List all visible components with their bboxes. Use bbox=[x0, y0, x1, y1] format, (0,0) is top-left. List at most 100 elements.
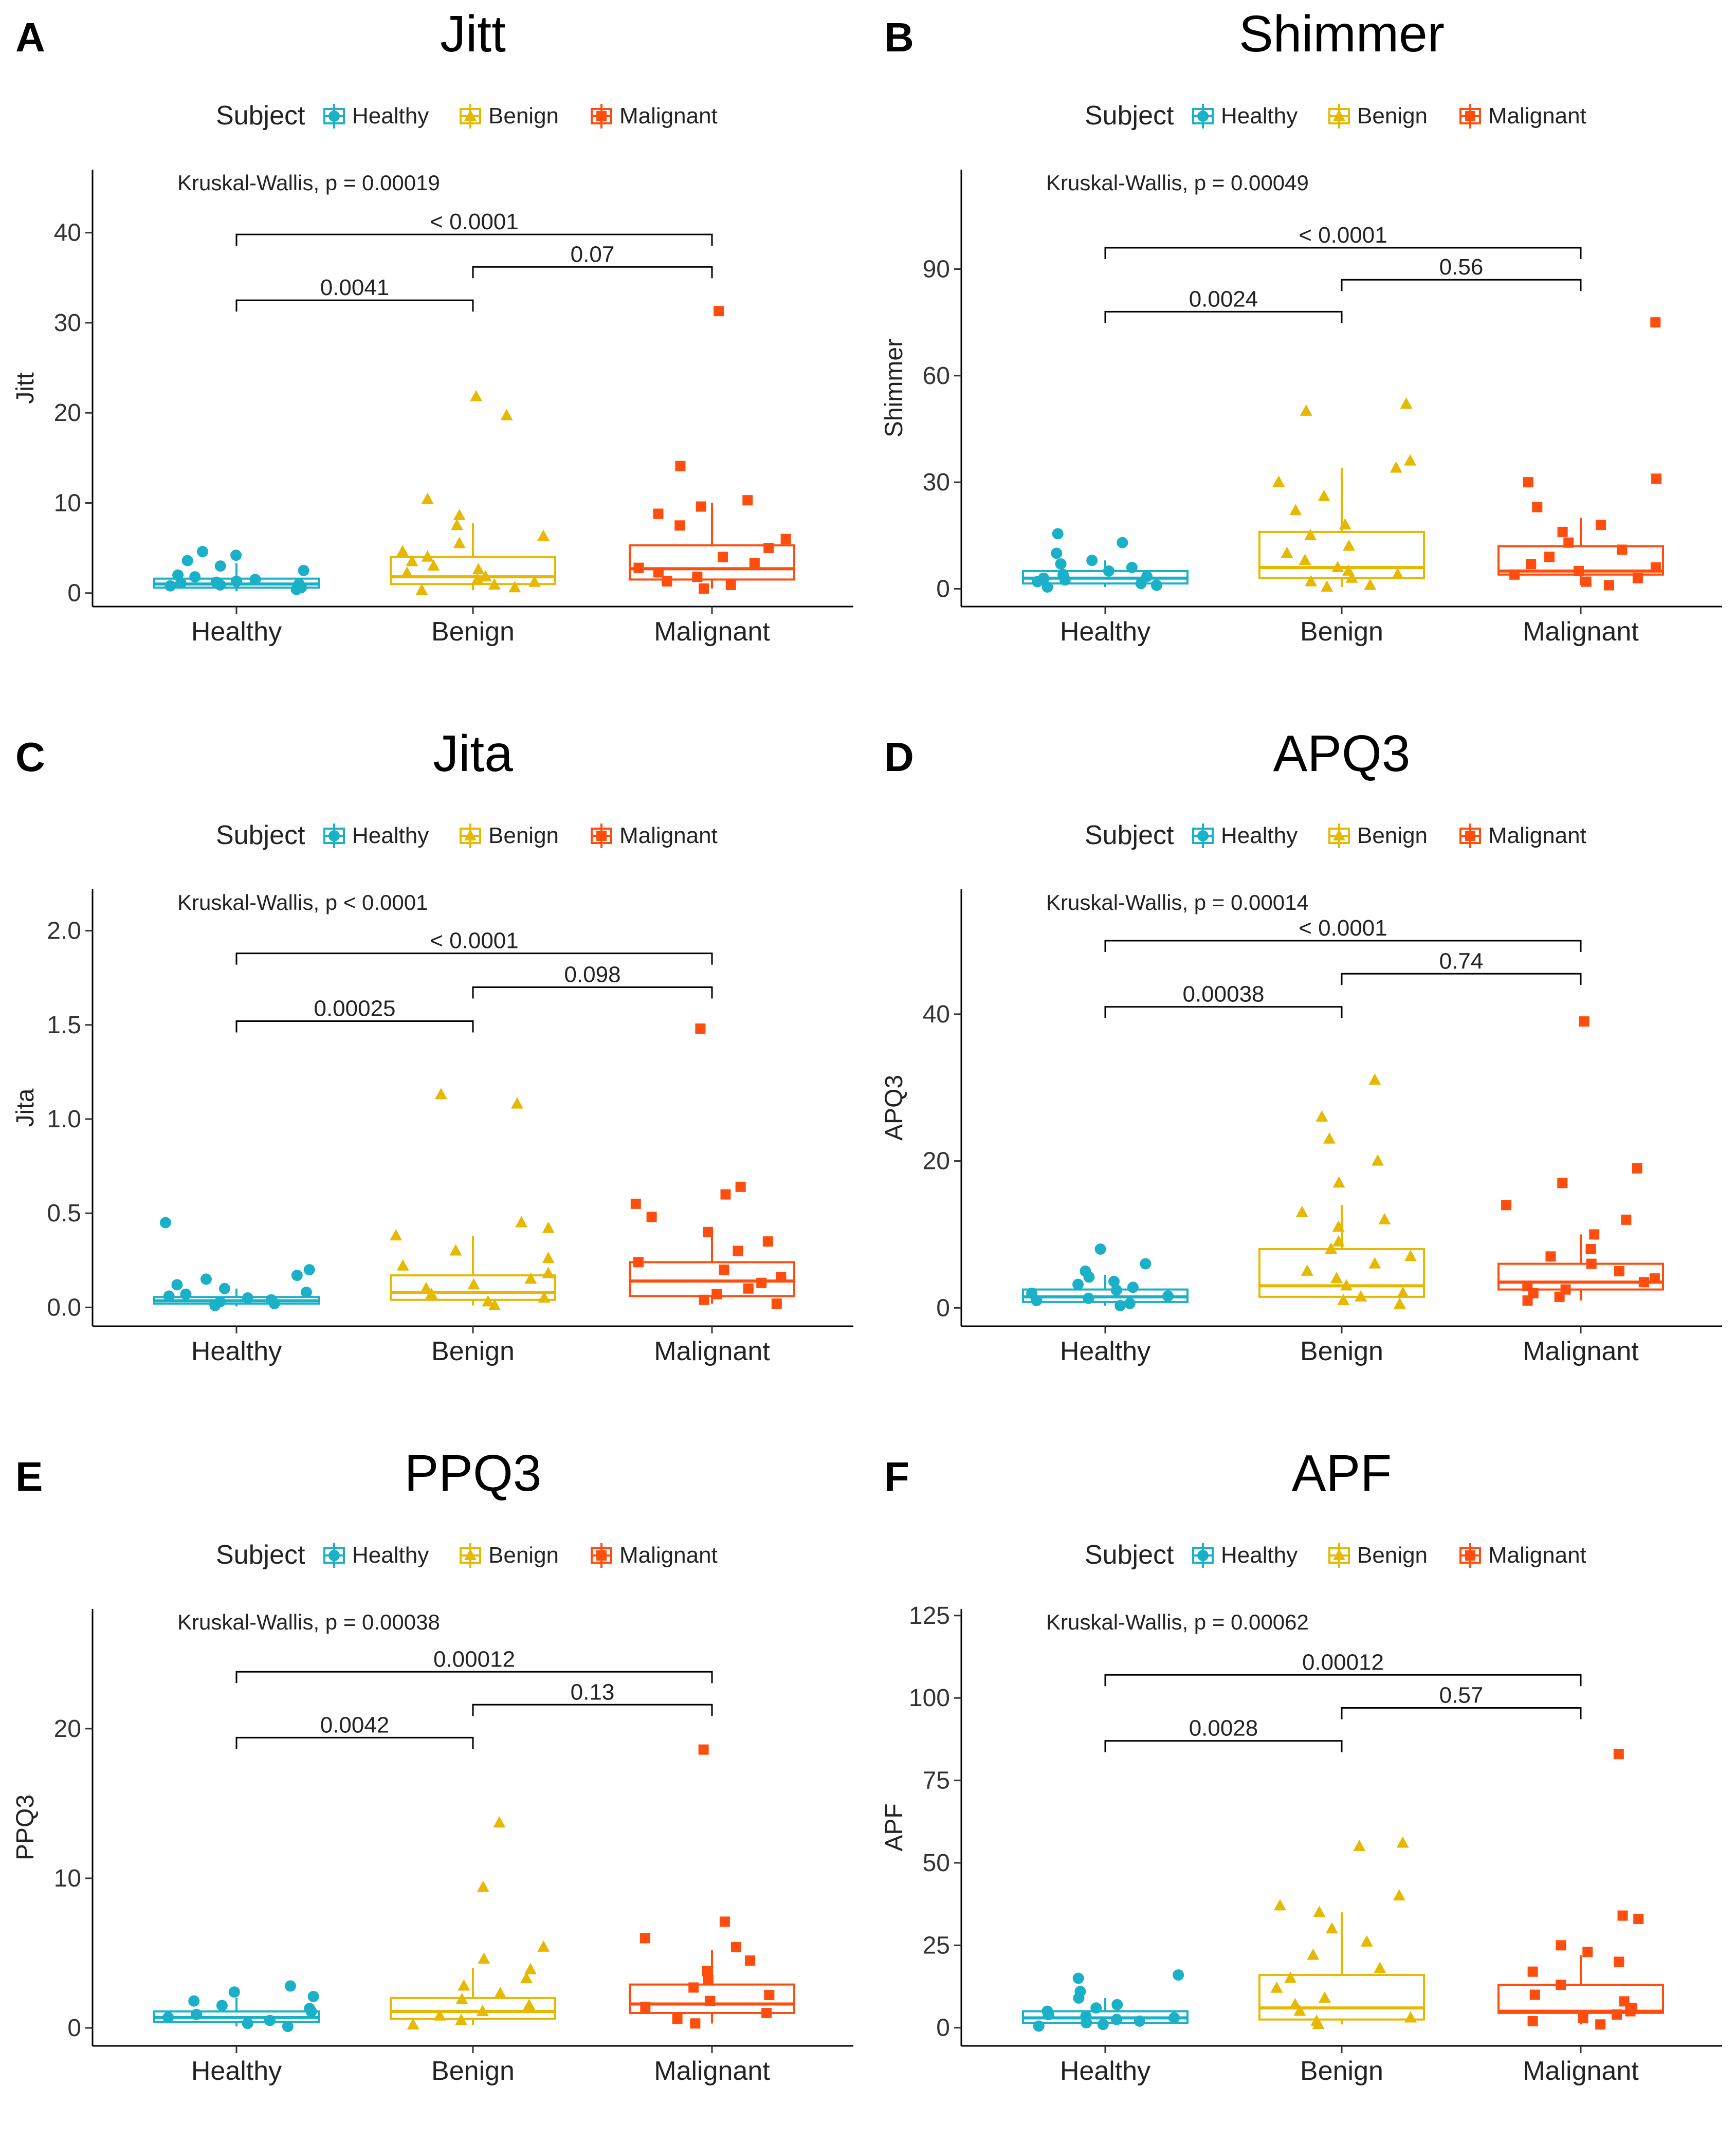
comparison-bracket bbox=[235, 233, 713, 246]
bracket-line bbox=[1104, 1674, 1582, 1687]
y-tick-label: 100 bbox=[909, 1685, 950, 1712]
data-point bbox=[749, 558, 760, 569]
data-point bbox=[1332, 1235, 1345, 1247]
data-point bbox=[1633, 1914, 1644, 1925]
y-tick-label: 1.5 bbox=[47, 1012, 81, 1039]
legend-title: Subject bbox=[216, 101, 305, 131]
data-point bbox=[400, 566, 413, 578]
data-point bbox=[511, 1097, 524, 1109]
data-point bbox=[291, 1270, 303, 1281]
legend-marker bbox=[1465, 111, 1475, 121]
data-point bbox=[1578, 2012, 1588, 2023]
y-axis-label: APQ3 bbox=[881, 1075, 908, 1141]
legend-marker bbox=[1465, 831, 1475, 841]
bracket-line bbox=[1341, 1707, 1582, 1719]
data-point bbox=[242, 2018, 253, 2029]
x-tick-label-healthy: Healthy bbox=[191, 2056, 282, 2086]
data-point bbox=[1086, 555, 1098, 566]
data-point bbox=[1368, 1073, 1381, 1085]
data-point bbox=[745, 1955, 756, 1966]
data-point bbox=[1293, 2004, 1306, 2016]
comparison-bracket bbox=[1341, 1707, 1582, 1719]
y-axis-label: Jita bbox=[12, 1088, 39, 1127]
y-tick-label: 50 bbox=[923, 1850, 950, 1877]
data-point bbox=[1404, 2011, 1417, 2023]
data-point bbox=[191, 2008, 203, 2020]
data-point bbox=[1527, 2016, 1538, 2026]
data-point bbox=[702, 1966, 712, 1976]
legend: Subject Healthy Benign Malignant bbox=[216, 1540, 718, 1570]
comparison-bracket bbox=[1341, 279, 1582, 291]
y-tick-label: 125 bbox=[909, 1602, 950, 1630]
x-tick-label-malignant: Malignant bbox=[1523, 617, 1639, 647]
data-point bbox=[1556, 1980, 1566, 1990]
box-iqr bbox=[1258, 1974, 1425, 2021]
data-point bbox=[1041, 581, 1053, 593]
data-point bbox=[735, 1181, 746, 1192]
x-tick-label-healthy: Healthy bbox=[191, 617, 282, 647]
x-tick-label-healthy: Healthy bbox=[1060, 2056, 1150, 2086]
data-point bbox=[1557, 1178, 1568, 1188]
data-point bbox=[488, 1298, 501, 1310]
data-point bbox=[1057, 569, 1069, 580]
p-value-label: 0.098 bbox=[564, 962, 620, 987]
data-point bbox=[725, 579, 736, 590]
data-point bbox=[159, 1217, 171, 1229]
data-point bbox=[249, 574, 261, 585]
comparison-bracket bbox=[1341, 973, 1582, 985]
data-point bbox=[646, 1212, 657, 1222]
data-point bbox=[303, 1264, 315, 1276]
x-tick-label-benign: Benign bbox=[431, 617, 515, 647]
x-tick-label-benign: Benign bbox=[1300, 617, 1383, 647]
data-point bbox=[1360, 1935, 1373, 1947]
data-point bbox=[1325, 1242, 1338, 1254]
legend-marker bbox=[1197, 830, 1209, 841]
box-iqr bbox=[390, 1274, 556, 1301]
legend: Subject Healthy Benign Malignant bbox=[1085, 1540, 1586, 1570]
legend-key-malignant bbox=[1459, 104, 1481, 129]
legend-label-benign: Benign bbox=[1357, 1543, 1428, 1568]
data-point bbox=[470, 390, 483, 401]
p-value-label: < 0.0001 bbox=[1299, 916, 1387, 941]
data-point bbox=[406, 555, 418, 566]
bracket-line bbox=[472, 1704, 713, 1716]
legend-key-malignant bbox=[591, 823, 612, 848]
data-point bbox=[1162, 1290, 1174, 1302]
bracket-line bbox=[1341, 973, 1582, 985]
data-point bbox=[1301, 1264, 1313, 1276]
data-point bbox=[1304, 528, 1317, 540]
data-point bbox=[181, 555, 193, 566]
legend-label-healthy: Healthy bbox=[352, 103, 429, 129]
legend-key-benign bbox=[460, 104, 481, 129]
panel-letter: E bbox=[15, 1454, 43, 1499]
data-point bbox=[1617, 1910, 1628, 1921]
data-point bbox=[1617, 544, 1628, 555]
chart-panel-f: F APF Subject Healthy Benign Malignant 0 25 50 75… bbox=[881, 1444, 1722, 2086]
data-point bbox=[1097, 2019, 1109, 2030]
data-point bbox=[307, 1990, 319, 2002]
data-point bbox=[1343, 539, 1356, 551]
data-point bbox=[477, 1880, 489, 1892]
data-point bbox=[771, 1298, 782, 1309]
y-tick-label: 10 bbox=[54, 489, 81, 517]
data-point bbox=[524, 1963, 537, 1974]
data-point bbox=[265, 1294, 277, 1306]
data-point bbox=[1281, 546, 1293, 558]
y-tick-label: 60 bbox=[923, 362, 950, 390]
panel-letter: C bbox=[15, 734, 45, 780]
data-point bbox=[1391, 567, 1404, 579]
p-value-label: 0.00012 bbox=[433, 1646, 515, 1672]
legend-key-benign bbox=[1328, 823, 1350, 848]
bracket-line bbox=[472, 266, 713, 279]
p-value-label: 0.0028 bbox=[1189, 1716, 1258, 1741]
data-point bbox=[1103, 565, 1114, 577]
data-point bbox=[692, 572, 703, 582]
kruskal-wallis-label: Kruskal-Wallis, p = 0.00049 bbox=[1046, 171, 1309, 195]
box-benign bbox=[1258, 1912, 1425, 2025]
data-point bbox=[282, 2021, 294, 2033]
data-point bbox=[1372, 1154, 1384, 1166]
data-point bbox=[1083, 1292, 1094, 1304]
kruskal-wallis-label: Kruskal-Wallis, p = 0.00019 bbox=[177, 171, 440, 195]
data-point bbox=[730, 1942, 741, 1952]
legend-marker bbox=[1333, 829, 1345, 840]
